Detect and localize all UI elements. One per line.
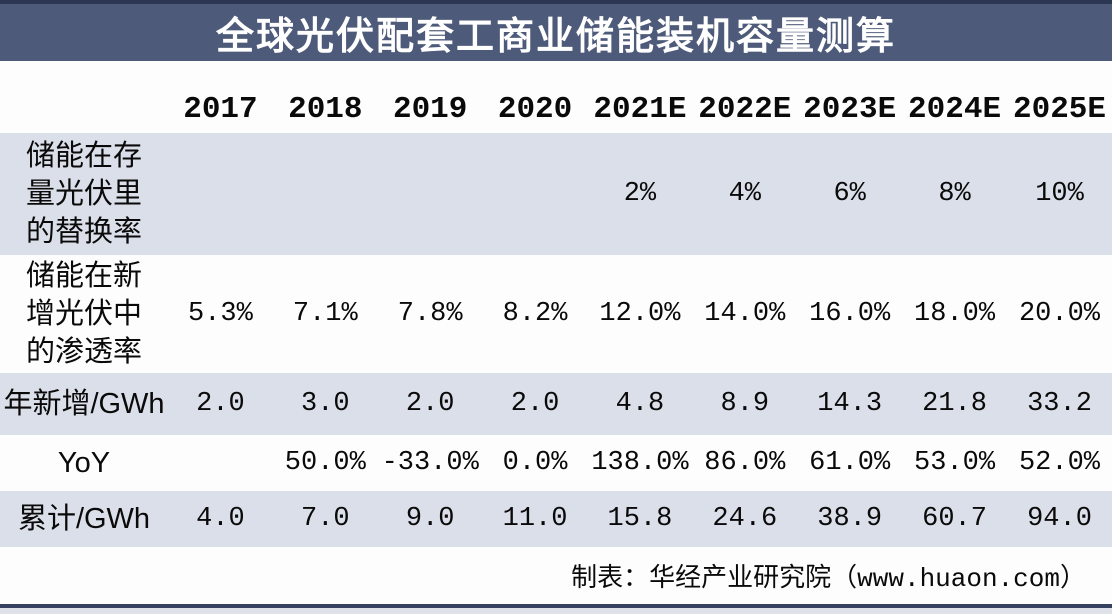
table-cell: 3.0 [301,389,350,419]
title-bar: 全球光伏配套工商业储能装机容量测算 [0,0,1112,61]
table-header-row: 2017 2018 2019 2020 2021E 2022E 2023E 2024E 2025… [0,85,1112,133]
table-cell: 2.0 [405,389,455,419]
header-cell: 2021E [593,91,687,127]
table-cell: 8.2% [502,299,568,329]
footer: 制表：华经产业研究院（www.huaon.com） [0,547,1112,604]
page-title: 全球光伏配套工商业储能装机容量测算 [215,16,896,58]
table-cell: 7.1% [292,299,358,329]
row-label: 储能在新 增光伏中 的渗透率 [25,260,142,368]
header-cell: 2022E [698,91,792,127]
row-label: 累计/GWh [17,503,151,535]
table-cell: 5.3% [188,299,253,329]
source-note: 制表：华经产业研究院（www.huaon.com） [571,564,1086,594]
table-cell: 9.0 [405,504,455,534]
row-label: 储能在存 量光伏里 的替换率 [25,140,142,248]
table-cell: 86.0% [704,448,786,478]
table-cell: 0.0% [502,448,568,478]
bottom-divider [0,604,1112,608]
table-cell: 20.0% [1018,299,1100,329]
table-cell: 8% [938,179,971,209]
table-cell: 138.0% [591,448,689,478]
table-cell: 33.2 [1027,389,1092,419]
table-cell: 94.0 [1027,504,1092,534]
bottom-strip [0,608,1112,614]
header-cell: 2020 [497,91,573,127]
table-cell [483,133,588,255]
table-cell: 38.9 [817,504,883,534]
table-row: 累计/GWh 4.0 7.0 9.0 11.0 15.8 24.6 38.9 60.7 94.0 [0,491,1112,547]
capacity-table: 2017 2018 2019 2020 2021E 2022E 2023E 2024E 2025… [0,85,1112,547]
table-cell: 60.7 [922,504,987,534]
table-cell [168,133,273,255]
table-cell: 16.0% [809,299,891,329]
table-cell [168,435,273,491]
table-cell: -33.0% [381,448,479,478]
table-cell: 7.8% [397,299,463,329]
table-cell: 14.0% [704,299,786,329]
header-cell: 2024E [908,91,1002,127]
table-cell: 2.0 [510,389,560,419]
table-cell: 11.0 [502,504,568,534]
table-cell: 12.0% [599,299,681,329]
table-cell: 24.6 [712,504,778,534]
table-row: 储能在存 量光伏里 的替换率 2% 4% 6% 8% 10% [0,133,1112,255]
table-row: YoY 50.0% -33.0% 0.0% 138.0% 86.0% 61.0% 53.0% 5… [0,435,1112,491]
table-cell: 21.8 [922,389,987,419]
row-label: 年新增/GWh [3,388,165,420]
header-cell: 2019 [392,91,468,127]
table-cell: 2% [623,179,657,209]
table-row: 储能在新 增光伏中 的渗透率 5.3% 7.1% 7.8% 8.2% 12.0% 14.0%… [0,255,1112,373]
table-cell [378,133,483,255]
table-cell: 15.8 [607,504,673,534]
table-cell: 52.0% [1018,448,1100,478]
table-cell: 7.0 [301,504,350,534]
table-body: 储能在存 量光伏里 的替换率 2% 4% 6% 8% 10% 储能在新 增光伏中 的渗透率 5… [0,133,1112,547]
header-cell: 2017 [183,91,258,127]
table-cell: 4.8 [615,389,665,419]
table-cell: 8.9 [720,389,770,419]
header-cell: 2018 [288,91,363,127]
table-cell [273,133,378,255]
table-cell: 4.0 [196,504,245,534]
header-cell: 2023E [803,91,897,127]
row-label: YoY [57,447,111,479]
table-cell: 14.3 [817,389,883,419]
table-cell: 2.0 [196,389,245,419]
table-cell: 6% [833,179,866,209]
header-cell-blank [0,85,168,133]
table-cell: 4% [728,179,762,209]
table-cell: 18.0% [914,299,996,329]
table-cell: 10% [1035,179,1084,209]
table-cell: 53.0% [914,448,996,478]
header-cell: 2025E [1012,91,1106,127]
table-cell: 50.0% [284,448,366,478]
table-row: 年新增/GWh 2.0 3.0 2.0 2.0 4.8 8.9 14.3 21.8 33.2 [0,373,1112,435]
table-cell: 61.0% [809,448,891,478]
